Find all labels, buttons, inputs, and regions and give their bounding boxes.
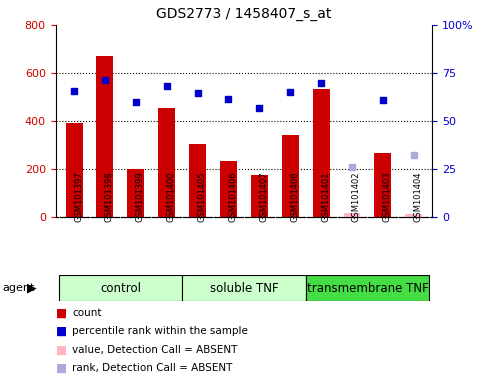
Point [348,164,356,170]
Bar [182,275,306,301]
Text: rank, Detection Call = ABSENT: rank, Detection Call = ABSENT [72,363,233,373]
Point [317,79,325,86]
Text: ■: ■ [56,362,67,375]
Bar [189,144,206,217]
Title: GDS2773 / 1458407_s_at: GDS2773 / 1458407_s_at [156,7,332,21]
Text: GSM101406: GSM101406 [228,171,238,222]
Text: GSM101401: GSM101401 [321,171,330,222]
Point [256,105,263,111]
Bar [58,275,182,301]
Bar [374,153,391,217]
Bar [158,108,175,217]
Text: percentile rank within the sample: percentile rank within the sample [72,326,248,336]
Text: ■: ■ [56,343,67,356]
Text: count: count [72,308,102,318]
Text: GSM101399: GSM101399 [136,171,145,222]
Text: GSM101404: GSM101404 [414,171,423,222]
Text: GSM101408: GSM101408 [290,171,299,222]
Text: soluble TNF: soluble TNF [210,281,278,295]
Point [163,83,170,89]
Point [70,88,78,94]
Text: GSM101398: GSM101398 [105,171,114,222]
Text: value, Detection Call = ABSENT: value, Detection Call = ABSENT [72,345,238,355]
Text: ■: ■ [56,325,67,338]
Bar [343,214,360,217]
Bar [405,214,422,217]
Text: GSM101405: GSM101405 [198,171,207,222]
Bar [97,56,114,217]
Bar [66,123,83,217]
Bar [282,136,298,217]
Bar [220,161,237,217]
Text: GSM101402: GSM101402 [352,171,361,222]
Bar [128,169,144,217]
Point [225,96,232,103]
Text: GSM101400: GSM101400 [167,171,176,222]
Text: control: control [100,281,141,295]
Point [194,90,201,96]
Text: GSM101403: GSM101403 [383,171,392,222]
Point [132,99,140,105]
Point [379,97,387,103]
Text: GSM101407: GSM101407 [259,171,269,222]
Point [410,152,418,158]
Bar [306,275,429,301]
Text: GSM101397: GSM101397 [74,171,83,222]
Text: ■: ■ [56,306,67,319]
Text: agent: agent [2,283,35,293]
Text: transmembrane TNF: transmembrane TNF [307,281,428,295]
Bar [313,89,329,217]
Point [286,89,294,95]
Point [101,77,109,83]
Bar [251,175,268,217]
Text: ▶: ▶ [27,281,36,295]
